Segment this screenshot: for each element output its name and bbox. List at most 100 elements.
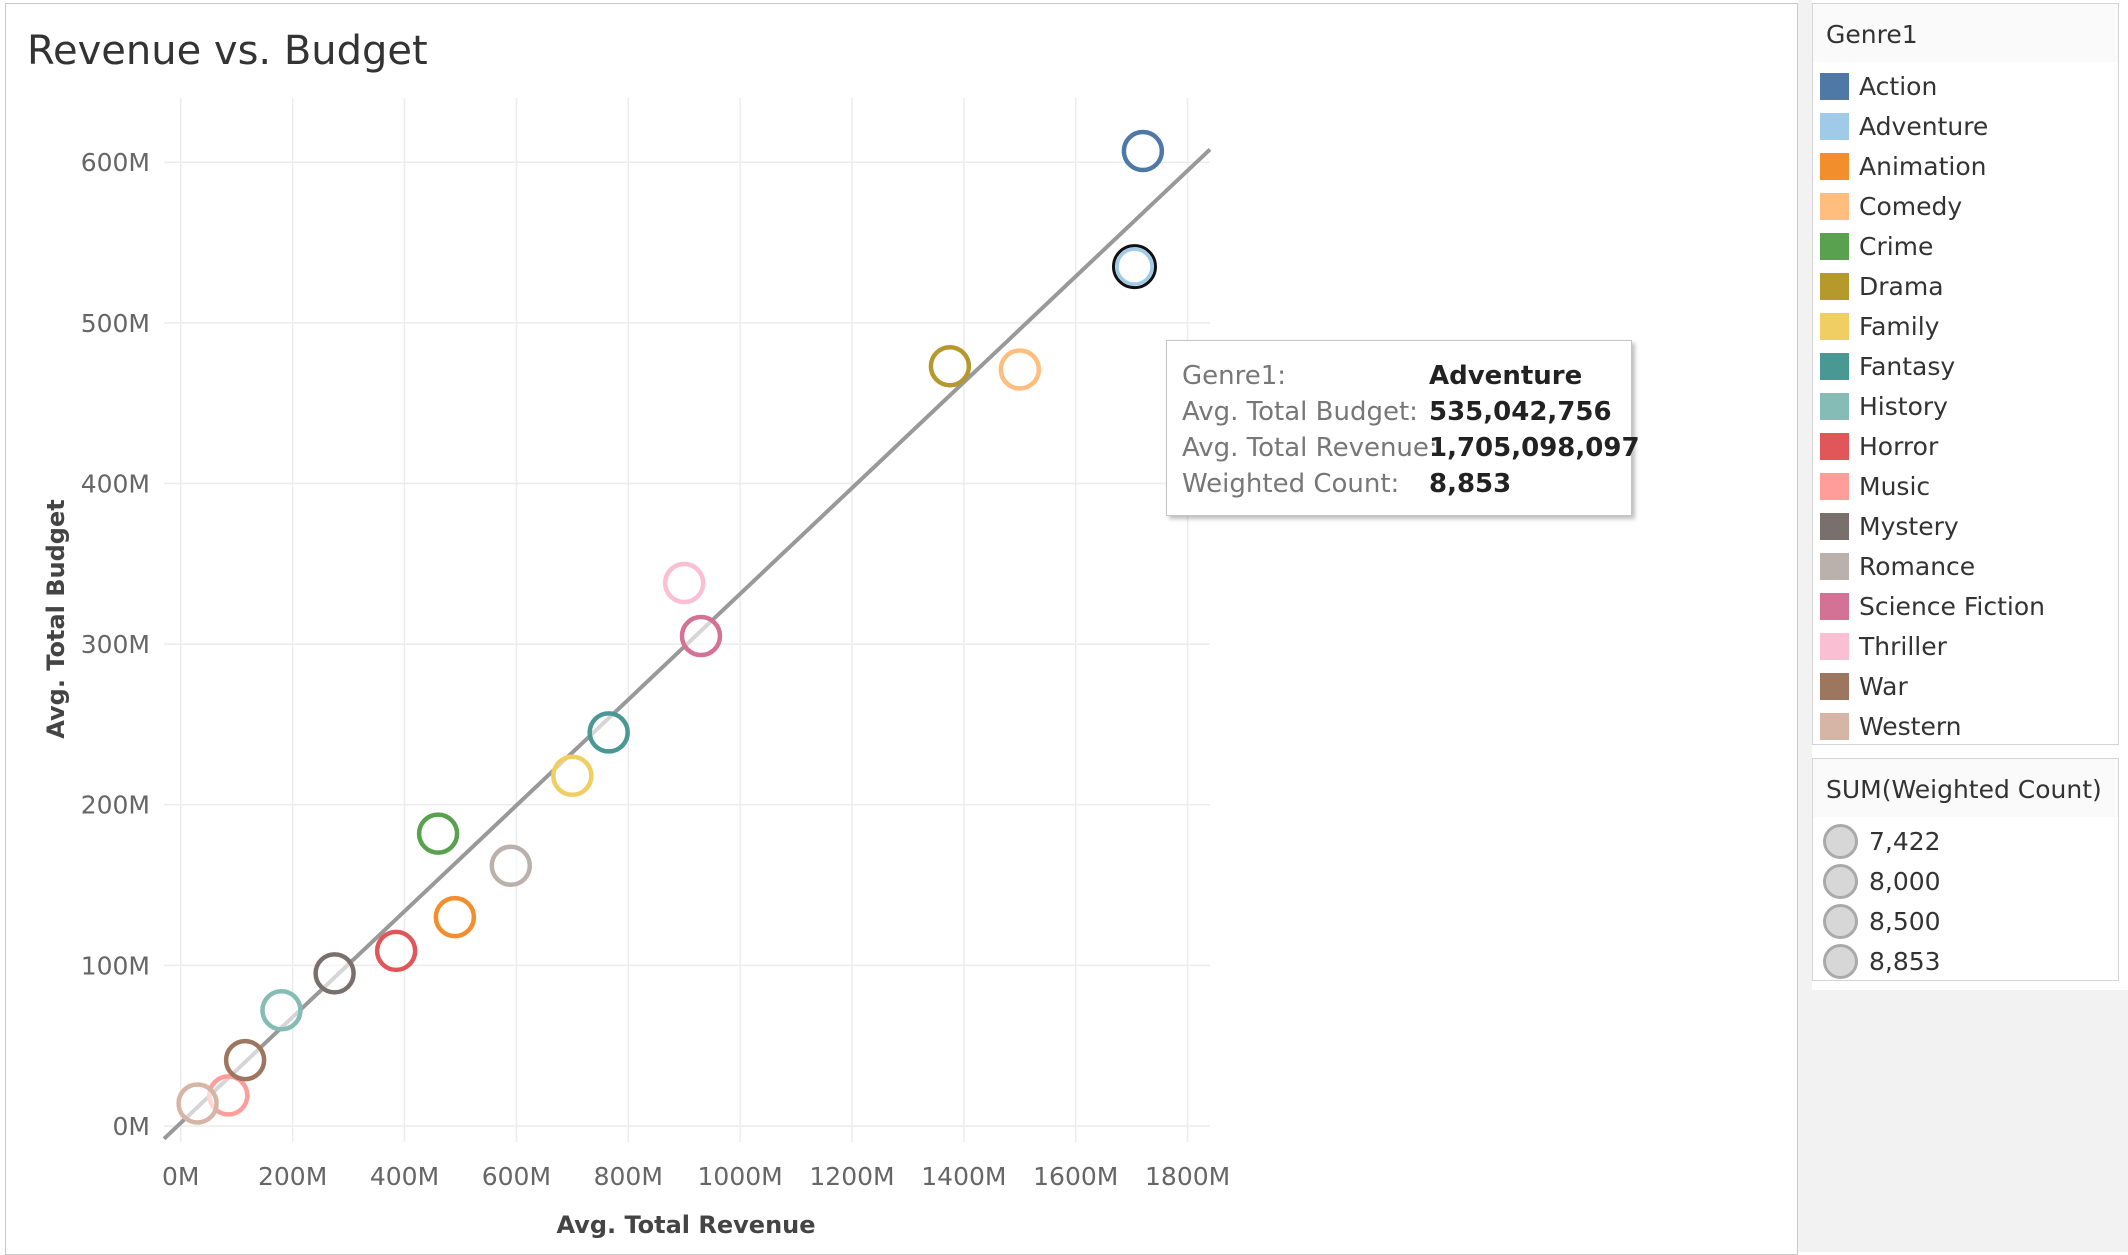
chart-title: Revenue vs. Budget xyxy=(27,28,428,74)
legend-swatch xyxy=(1820,312,1849,340)
legend-swatch xyxy=(1820,472,1849,500)
point-adventure[interactable] xyxy=(1111,244,1157,290)
y-tick-label: 0M xyxy=(113,1112,150,1141)
legend-header xyxy=(1813,4,2118,62)
point-western[interactable] xyxy=(176,1082,219,1125)
point-drama[interactable] xyxy=(928,344,972,388)
x-tick-label: 1200M xyxy=(809,1162,894,1191)
legend-swatch xyxy=(1820,672,1849,700)
legend-label: War xyxy=(1859,671,1908,701)
legend-item-history[interactable]: History xyxy=(1820,388,1948,424)
tooltip-key: Avg. Total Revenue: xyxy=(1182,433,1438,463)
point-animation[interactable] xyxy=(433,895,477,939)
legend-label: Western xyxy=(1859,711,1962,741)
legend-item-thriller[interactable]: Thriller xyxy=(1820,628,1947,664)
legend-item-western[interactable]: Western xyxy=(1820,708,1962,744)
y-tick-label: 300M xyxy=(81,630,150,659)
legend-item-horror[interactable]: Horror xyxy=(1820,428,1938,464)
legend-label: History xyxy=(1859,391,1948,421)
legend-item-fantasy[interactable]: Fantasy xyxy=(1820,348,1955,384)
data-points[interactable] xyxy=(176,129,1165,1125)
legend-label: Science Fiction xyxy=(1859,591,2045,621)
legend-label: Music xyxy=(1859,471,1931,501)
x-axis-ticks: 0M 200M 400M 600M 800M 1000M 1200M 1400M 1600M 18… xyxy=(162,1162,1230,1191)
point-history[interactable] xyxy=(260,989,303,1032)
legend-item-science-fiction[interactable]: Science Fiction xyxy=(1820,588,2045,624)
tooltip-key: Weighted Count: xyxy=(1182,469,1400,499)
genre-legend[interactable]: Genre1 Action Adventure Animation Comedy Cri… xyxy=(1812,3,2119,745)
point-action[interactable] xyxy=(1121,129,1165,173)
legend-label: Horror xyxy=(1859,431,1939,461)
x-tick-label: 200M xyxy=(258,1162,327,1191)
x-tick-label: 1800M xyxy=(1145,1162,1230,1191)
legend-item-romance[interactable]: Romance xyxy=(1820,548,1975,584)
legend-swatch xyxy=(1820,232,1849,260)
scatter-plot[interactable]: 0M 200M 400M 600M 800M 1000M 1200M 1400M 1600M 18… xyxy=(0,0,1798,1252)
x-tick-label: 0M xyxy=(162,1162,199,1191)
point-horror[interactable] xyxy=(374,929,418,973)
x-tick-label: 1400M xyxy=(921,1162,1006,1191)
tooltip-key: Genre1: xyxy=(1182,361,1287,391)
point-romance[interactable] xyxy=(489,844,533,887)
point-thriller[interactable] xyxy=(662,561,706,605)
legend-swatch xyxy=(1820,72,1849,100)
legend-label: Animation xyxy=(1859,151,1987,181)
tooltip-value: Adventure xyxy=(1429,361,1583,391)
point-crime[interactable] xyxy=(416,812,460,855)
legend-item-family[interactable]: Family xyxy=(1820,308,1939,344)
point-family[interactable] xyxy=(551,754,594,798)
point-comedy[interactable] xyxy=(998,348,1042,391)
legend-swatch xyxy=(1820,432,1849,460)
legend-swatch xyxy=(1820,632,1849,660)
legend-swatch xyxy=(1820,392,1849,420)
legend-swatch xyxy=(1820,592,1849,620)
x-tick-label: 800M xyxy=(594,1162,663,1191)
point-war[interactable] xyxy=(223,1038,267,1082)
size-circle-icon xyxy=(1823,823,1858,859)
size-legend-item[interactable]: 8,853 xyxy=(1823,941,1941,981)
legend-swatch xyxy=(1820,352,1849,380)
point-mystery[interactable] xyxy=(313,952,356,995)
legend-swatch xyxy=(1820,712,1849,740)
size-legend-label: 8,853 xyxy=(1869,946,1941,976)
size-legend-label: 7,422 xyxy=(1869,826,1941,856)
size-circle-icon xyxy=(1823,863,1858,899)
legend-item-drama[interactable]: Drama xyxy=(1820,268,1944,304)
legend-swatch xyxy=(1820,552,1849,580)
legend-item-action[interactable]: Action xyxy=(1820,68,1937,104)
size-legend-label: 8,500 xyxy=(1869,906,1941,936)
y-axis-title: Avg. Total Budget xyxy=(42,499,70,738)
size-circle-icon xyxy=(1823,943,1858,979)
size-legend-title: SUM(Weighted Count) xyxy=(1826,775,2102,804)
x-tick-label: 600M xyxy=(482,1162,551,1191)
legend-item-war[interactable]: War xyxy=(1820,668,1908,704)
y-tick-label: 500M xyxy=(81,309,150,338)
size-legend-item[interactable]: 7,422 xyxy=(1823,821,1941,861)
tooltip-value: 535,042,756 xyxy=(1429,397,1612,427)
point-science-fiction[interactable] xyxy=(679,614,723,658)
x-tick-label: 1000M xyxy=(698,1162,783,1191)
empty-panel xyxy=(1812,990,2128,1252)
legend-item-adventure[interactable]: Adventure xyxy=(1820,108,1988,144)
size-legend-item[interactable]: 8,000 xyxy=(1823,861,1941,901)
tooltip-value: 8,853 xyxy=(1429,469,1512,499)
legend-label: Mystery xyxy=(1859,511,1959,541)
legend-item-comedy[interactable]: Comedy xyxy=(1820,188,1962,224)
y-axis-ticks: 0M 100M 200M 300M 400M 500M 600M xyxy=(81,148,150,1141)
x-axis-title: Avg. Total Revenue xyxy=(556,1211,815,1239)
legend-item-crime[interactable]: Crime xyxy=(1820,228,1933,264)
size-legend[interactable]: SUM(Weighted Count) 7,422 8,000 8,500 8,853 xyxy=(1812,758,2119,981)
legend-label: Thriller xyxy=(1859,631,1947,661)
point-fantasy[interactable] xyxy=(587,711,630,754)
size-legend-label: 8,000 xyxy=(1869,866,1941,896)
legend-label: Comedy xyxy=(1859,191,1963,221)
tooltip: Genre1: Adventure Avg. Total Budget: 535… xyxy=(1166,340,1640,516)
y-tick-label: 400M xyxy=(81,469,150,498)
legend-swatch xyxy=(1820,512,1849,540)
legend-item-mystery[interactable]: Mystery xyxy=(1820,508,1959,544)
legend-title: Genre1 xyxy=(1826,20,1918,49)
legend-item-animation[interactable]: Animation xyxy=(1820,148,1986,184)
size-legend-item[interactable]: 8,500 xyxy=(1823,901,1941,941)
legend-item-music[interactable]: Music xyxy=(1820,468,1930,504)
plot-panel xyxy=(5,3,1798,1255)
